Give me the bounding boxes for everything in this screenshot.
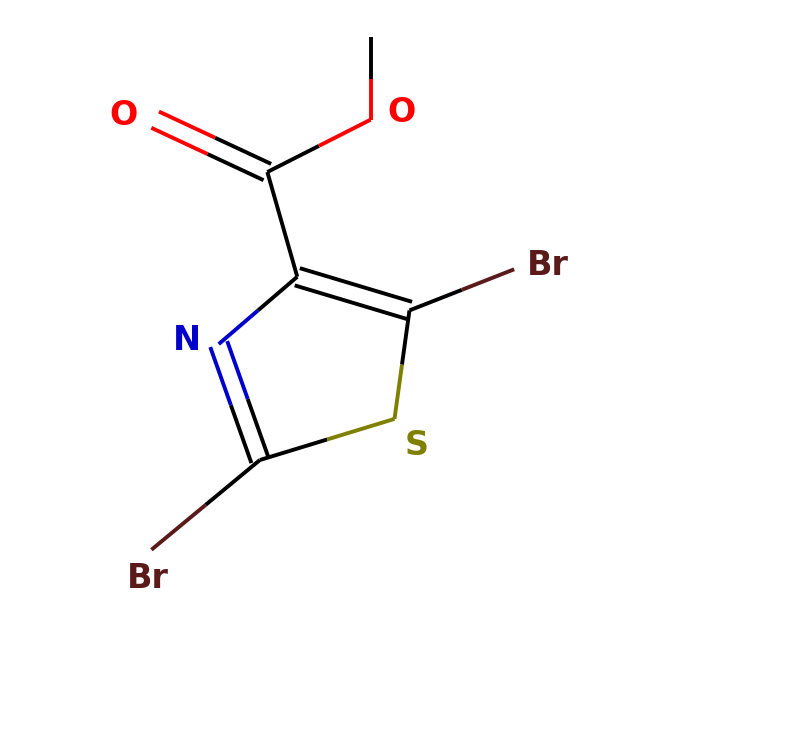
Text: Br: Br xyxy=(527,249,569,282)
Text: Br: Br xyxy=(127,562,169,595)
Text: N: N xyxy=(174,324,201,357)
Text: O: O xyxy=(388,96,416,129)
Text: O: O xyxy=(110,99,138,132)
Text: S: S xyxy=(405,429,429,462)
